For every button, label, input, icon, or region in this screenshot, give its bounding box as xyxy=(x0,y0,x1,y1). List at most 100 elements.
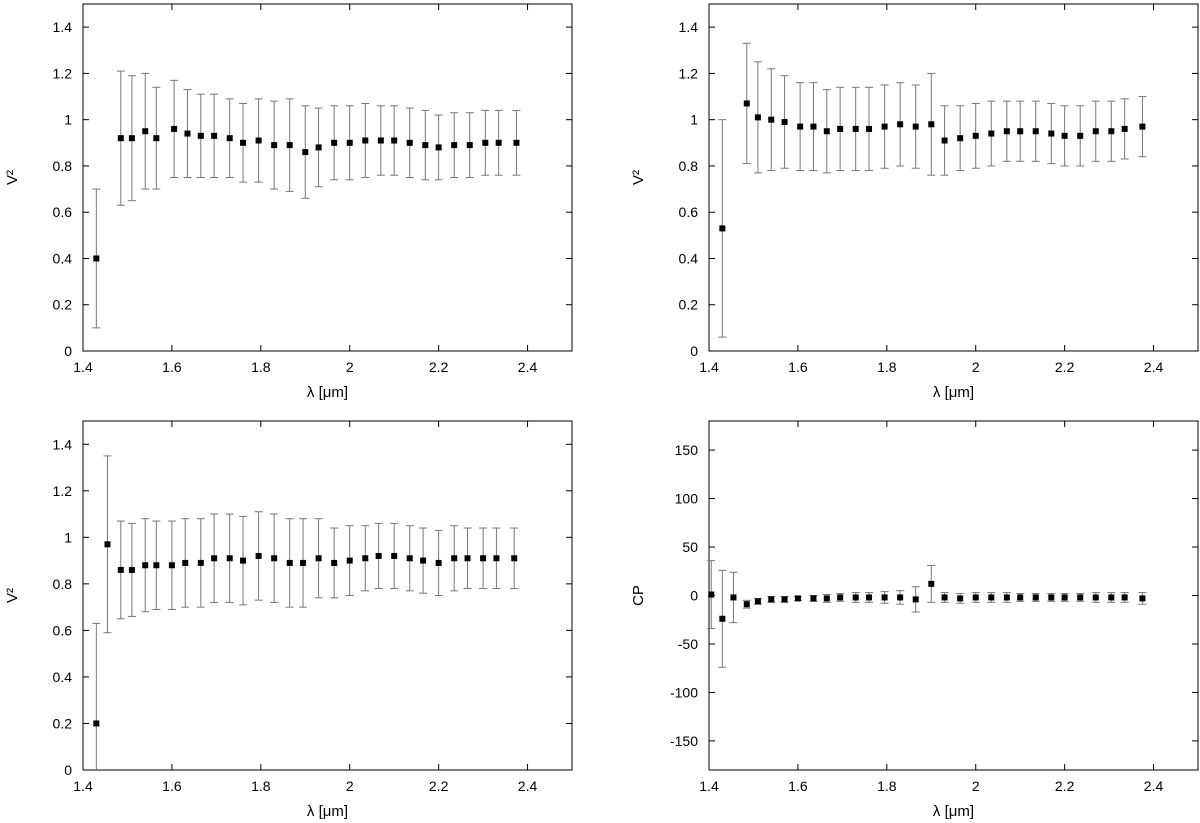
y-tick-label: 0 xyxy=(64,762,72,778)
data-point xyxy=(171,125,178,132)
data-point xyxy=(1048,130,1055,137)
y-tick-label: 0.2 xyxy=(53,715,73,731)
data-point xyxy=(852,125,859,132)
data-point xyxy=(211,555,218,562)
data-point xyxy=(240,139,247,146)
data-point xyxy=(493,555,500,562)
panel-bottom-right: 1.4 1.6 1.8 2 2.2 2.4 -150 -100 -50 0 50 100 150 λ [μ… xyxy=(630,420,1199,820)
x-tick-label: 1.8 xyxy=(251,778,271,794)
x-axis-label: λ [μm] xyxy=(933,803,974,820)
x-tick-label: 1.4 xyxy=(699,778,719,794)
data-point xyxy=(240,557,247,564)
data-point xyxy=(406,139,413,146)
data-point xyxy=(928,121,935,128)
data-point xyxy=(866,125,873,132)
y-tick-label: 0 xyxy=(690,588,698,604)
y-tick-label: 1.4 xyxy=(53,436,73,452)
data-point xyxy=(153,562,160,569)
x-tick-label: 2 xyxy=(346,778,354,794)
plot-frame xyxy=(82,3,573,352)
data-point xyxy=(331,559,338,566)
data-point xyxy=(1139,595,1146,602)
y-axis-label: V² xyxy=(4,588,21,603)
data-point xyxy=(286,559,293,566)
x-axis-label: λ [μm] xyxy=(307,803,348,820)
data-point xyxy=(957,595,964,602)
data-point xyxy=(271,555,278,562)
x-axis-label: λ [μm] xyxy=(933,384,974,401)
data-point xyxy=(1077,132,1084,139)
error-bar xyxy=(92,622,101,770)
data-point xyxy=(972,594,979,601)
data-point xyxy=(972,132,979,139)
data-point xyxy=(837,125,844,132)
data-point xyxy=(435,559,442,566)
data-point xyxy=(362,137,369,144)
x-tick-label: 2.4 xyxy=(518,359,538,375)
x-tick-label: 2 xyxy=(346,359,354,375)
data-point xyxy=(93,720,100,727)
data-point xyxy=(302,149,309,156)
data-point xyxy=(719,225,726,232)
data-point xyxy=(810,595,817,602)
data-point xyxy=(315,144,322,151)
data-point xyxy=(197,559,204,566)
data-point xyxy=(928,580,935,587)
data-point xyxy=(391,552,398,559)
data-point xyxy=(1003,594,1010,601)
data-point xyxy=(1108,128,1115,135)
x-tick-label: 1.8 xyxy=(877,359,897,375)
data-point xyxy=(362,555,369,562)
data-point xyxy=(128,135,135,142)
data-point xyxy=(422,142,429,149)
x-tick-label: 2 xyxy=(972,359,980,375)
data-point xyxy=(255,137,262,144)
y-tick-label: 150 xyxy=(675,442,699,458)
x-axis-label: λ [μm] xyxy=(307,384,348,401)
data-point xyxy=(168,562,175,569)
data-point xyxy=(300,559,307,566)
data-point xyxy=(495,139,502,146)
panel-bottom-left: 1.4 1.6 1.8 2 2.2 2.4 0 0.2 0.4 0.6 0.8 1 1.2 1.4 λ [μ… xyxy=(4,420,573,820)
data-point xyxy=(866,594,873,601)
x-tick-label: 1.6 xyxy=(162,359,182,375)
data-point xyxy=(743,601,750,608)
data-point xyxy=(941,137,948,144)
data-point xyxy=(104,541,111,548)
data-point xyxy=(708,591,715,598)
y-tick-label: -150 xyxy=(670,733,698,749)
data-point xyxy=(794,595,801,602)
data-point xyxy=(117,566,124,573)
data-point xyxy=(1017,128,1024,135)
y-tick-label: 0.4 xyxy=(53,250,73,266)
panel-top-left: 1.4 1.6 1.8 2 2.2 2.4 0 0.2 0.4 0.6 0.8 1 1.2 1.4 λ [μ… xyxy=(4,3,573,401)
data-point xyxy=(142,128,149,135)
data-point xyxy=(286,142,293,149)
data-point xyxy=(754,598,761,605)
data-point xyxy=(435,144,442,151)
data-point xyxy=(1108,594,1115,601)
y-tick-label: 1.4 xyxy=(53,19,73,35)
data-point xyxy=(988,594,995,601)
y-tick-label: 0.6 xyxy=(53,204,73,220)
data-point xyxy=(451,555,458,562)
y-tick-label: 0.4 xyxy=(679,250,699,266)
data-point xyxy=(1032,594,1039,601)
y-tick-label: 100 xyxy=(675,491,699,507)
y-tick-label: 0 xyxy=(64,343,72,359)
data-point xyxy=(730,594,737,601)
y-axis-label: CP xyxy=(630,585,647,606)
x-tick-label: 2.2 xyxy=(429,778,449,794)
y-tick-label: -50 xyxy=(678,636,698,652)
data-point xyxy=(988,130,995,137)
data-point xyxy=(1061,594,1068,601)
y-tick-label: 0.2 xyxy=(679,297,699,313)
y-tick-label: 0.4 xyxy=(53,669,73,685)
data-point xyxy=(406,555,413,562)
y-tick-label: 1.2 xyxy=(679,65,699,81)
y-tick-label: 0.2 xyxy=(53,297,73,313)
x-tick-label: 1.4 xyxy=(73,778,93,794)
data-point xyxy=(391,137,398,144)
y-tick-label: 0.8 xyxy=(679,158,699,174)
panel-top-right: 1.4 1.6 1.8 2 2.2 2.4 0 0.2 0.4 0.6 0.8 1 1.2 1.4 λ [μ… xyxy=(630,3,1199,401)
